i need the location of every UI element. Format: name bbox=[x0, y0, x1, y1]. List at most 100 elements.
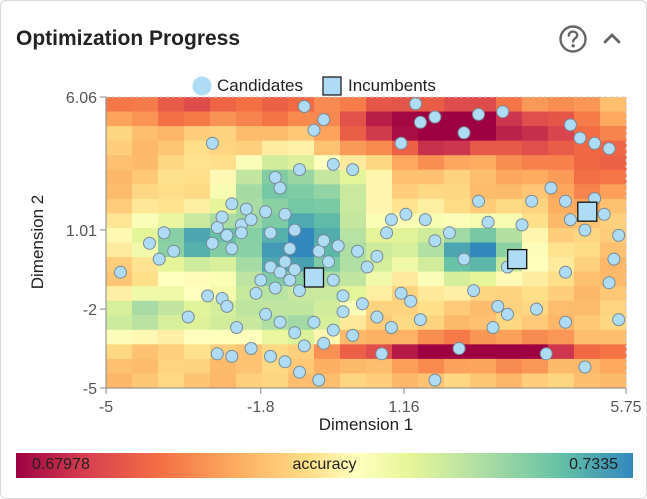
heatmap-cell bbox=[184, 169, 211, 185]
candidate-point bbox=[225, 242, 239, 256]
heatmap-cell bbox=[496, 198, 523, 214]
heatmap-cell bbox=[444, 155, 471, 171]
colorbar-max-label: 0.7335 bbox=[569, 456, 618, 473]
heatmap-cell bbox=[132, 344, 159, 360]
candidate-point bbox=[264, 226, 277, 240]
candidate-point bbox=[544, 181, 558, 195]
heatmap-cell bbox=[184, 227, 211, 244]
heatmap-cell bbox=[106, 169, 133, 185]
heatmap-cell bbox=[548, 286, 575, 302]
chevron-up-icon[interactable] bbox=[599, 26, 625, 52]
heatmap-cell bbox=[184, 373, 211, 389]
accuracy-heatmap bbox=[106, 97, 627, 389]
scatter-heatmap-chart: -5 -1.8 1.16 5.75 6.06 1.01 -2 -5 Candidates In… bbox=[28, 76, 642, 434]
heatmap-cell bbox=[470, 155, 497, 171]
heatmap-cell bbox=[106, 126, 133, 142]
heatmap-cell bbox=[132, 184, 159, 200]
candidate-point bbox=[413, 313, 427, 327]
heatmap-cell bbox=[418, 257, 445, 273]
candidate-point bbox=[336, 289, 350, 303]
heatmap-cell bbox=[366, 198, 393, 214]
heatmap-cell bbox=[158, 286, 185, 302]
candidate-point bbox=[259, 205, 273, 219]
heatmap-cell bbox=[574, 242, 601, 258]
heatmap-cell bbox=[236, 126, 263, 142]
heatmap-cell bbox=[574, 329, 601, 345]
heatmap-cell bbox=[366, 329, 393, 345]
heatmap-cell bbox=[470, 344, 497, 360]
heatmap-cell bbox=[314, 140, 341, 156]
candidate-point bbox=[205, 136, 219, 150]
heatmap-cell bbox=[262, 97, 289, 113]
candidate-point bbox=[152, 252, 166, 266]
candidate-point bbox=[360, 260, 374, 274]
heatmap-cell bbox=[340, 169, 367, 185]
legend-incumbents-label: Incumbents bbox=[348, 76, 436, 95]
heatmap-cell bbox=[600, 126, 627, 142]
candidate-point bbox=[114, 265, 127, 279]
heatmap-cell bbox=[600, 344, 627, 360]
heatmap-cell bbox=[340, 126, 367, 142]
heatmap-cell bbox=[106, 286, 133, 302]
heatmap-cell bbox=[444, 271, 471, 287]
heatmap-cell bbox=[418, 344, 445, 360]
heatmap-cell bbox=[158, 97, 185, 113]
heatmap-cell bbox=[106, 198, 133, 214]
heatmap-cell bbox=[548, 242, 575, 258]
heatmap-cell bbox=[418, 97, 445, 113]
heatmap-cell bbox=[210, 329, 237, 345]
heatmap-cell bbox=[288, 198, 315, 214]
heatmap-cell bbox=[340, 184, 367, 200]
heatmap-cell bbox=[158, 300, 185, 316]
heatmap-cell bbox=[444, 97, 471, 113]
heatmap-cell bbox=[366, 300, 393, 316]
candidate-point bbox=[234, 226, 248, 240]
heatmap-cell bbox=[418, 271, 445, 287]
heatmap-cell bbox=[106, 140, 133, 156]
candidate-point bbox=[225, 197, 239, 211]
heatmap-cell bbox=[236, 242, 263, 258]
heatmap-cell bbox=[132, 315, 159, 331]
heatmap-cell bbox=[470, 271, 497, 287]
heatmap-cell bbox=[574, 344, 601, 360]
candidate-point bbox=[481, 215, 495, 229]
candidate-point bbox=[317, 336, 331, 350]
heatmap-cell bbox=[340, 227, 367, 244]
heatmap-cell bbox=[600, 300, 627, 316]
heatmap-cell bbox=[106, 300, 133, 316]
question-circle-icon[interactable] bbox=[558, 24, 588, 54]
heatmap-cell bbox=[366, 140, 393, 156]
heatmap-cell bbox=[210, 271, 237, 287]
heatmap-cell bbox=[210, 97, 237, 113]
heatmap-cell bbox=[392, 184, 419, 200]
heatmap-cell bbox=[106, 344, 133, 360]
heatmap-cell bbox=[132, 213, 159, 229]
candidate-point bbox=[370, 249, 384, 263]
heatmap-cell bbox=[548, 140, 575, 156]
heatmap-cell bbox=[236, 300, 263, 316]
heatmap-cell bbox=[600, 155, 627, 171]
heatmap-cell bbox=[470, 126, 497, 142]
heatmap-cell bbox=[340, 97, 367, 113]
candidate-point bbox=[399, 207, 413, 221]
colorbar-min-label: 0.67978 bbox=[32, 456, 90, 473]
heatmap-cell bbox=[340, 198, 367, 214]
heatmap-cell bbox=[444, 111, 471, 127]
candidate-point bbox=[249, 286, 263, 300]
candidate-point bbox=[167, 244, 181, 258]
candidate-point bbox=[244, 213, 258, 227]
heatmap-cell bbox=[496, 155, 523, 171]
heatmap-cell bbox=[132, 140, 159, 156]
heatmap-cell bbox=[496, 329, 523, 345]
heatmap-cell bbox=[418, 286, 445, 302]
candidate-point bbox=[467, 284, 481, 298]
y-tick-label: -2 bbox=[83, 302, 97, 319]
heatmap-cell bbox=[340, 315, 367, 331]
candidate-point bbox=[607, 252, 621, 266]
candidate-point bbox=[322, 255, 335, 269]
candidate-point bbox=[351, 244, 364, 258]
heatmap-cell bbox=[184, 242, 211, 258]
heatmap-cell bbox=[158, 213, 185, 229]
candidate-points bbox=[114, 97, 626, 387]
heatmap-cell bbox=[184, 184, 211, 200]
